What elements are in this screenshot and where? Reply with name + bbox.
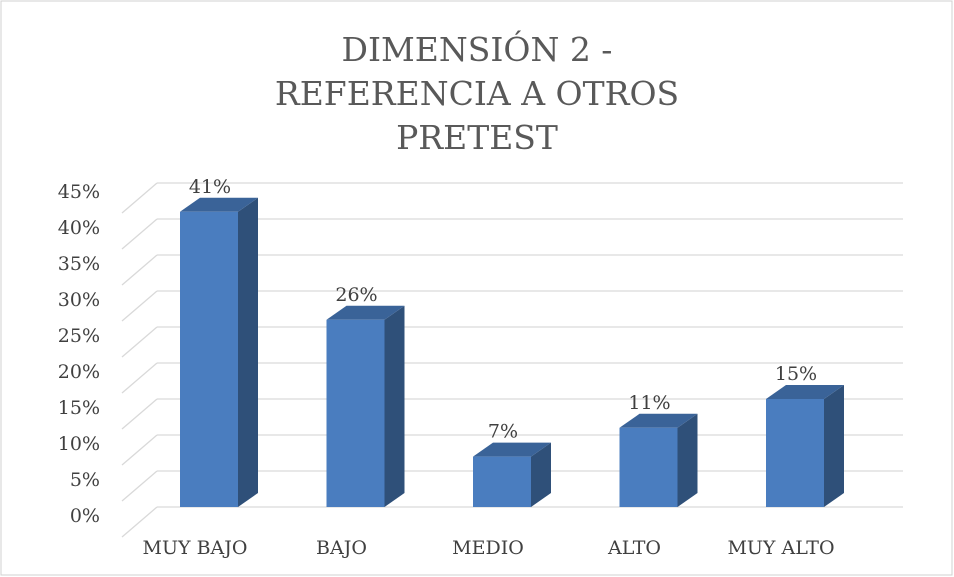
value-label: 15% xyxy=(775,363,817,385)
grid-line-side xyxy=(121,326,158,358)
chart-title: DIMENSIÓN 2 - REFERENCIA A OTROS PRETEST xyxy=(274,30,680,157)
x-tick-label: ALTO xyxy=(607,537,661,559)
value-label: 26% xyxy=(335,284,377,306)
bar-side xyxy=(531,442,551,507)
y-tick-label: 40% xyxy=(58,217,100,239)
bar xyxy=(180,197,258,508)
bar-front xyxy=(619,427,678,507)
grid-line-side xyxy=(121,398,158,430)
bar-top xyxy=(619,413,698,428)
bar xyxy=(326,305,405,507)
bar-side xyxy=(824,385,844,507)
bar xyxy=(473,442,551,507)
y-tick-label: 30% xyxy=(58,289,100,311)
bar-top xyxy=(473,442,551,457)
y-tick-label: 10% xyxy=(58,433,100,455)
y-tick-label: 35% xyxy=(58,253,100,275)
x-tick-label: MUY BAJO xyxy=(143,537,248,559)
x-tick-label: MEDIO xyxy=(452,537,524,559)
y-tick-label: 45% xyxy=(58,181,100,203)
bar-top xyxy=(326,305,405,320)
value-label: 7% xyxy=(488,421,518,443)
x-tick-label: MUY ALTO xyxy=(727,537,834,559)
bar-side xyxy=(677,413,698,507)
grid-line-side xyxy=(121,254,158,286)
x-tick-label: BAJO xyxy=(316,537,367,559)
grid-line-side xyxy=(121,470,158,502)
bar-side xyxy=(384,305,405,507)
bar-side xyxy=(238,197,258,508)
bar-front xyxy=(326,319,385,507)
grid-line-side xyxy=(121,218,158,250)
bar xyxy=(619,413,698,507)
bar xyxy=(766,385,844,507)
grid-line-side xyxy=(121,434,158,466)
bar-front xyxy=(766,399,824,507)
grid-line-side xyxy=(121,182,158,214)
y-tick-label: 5% xyxy=(70,469,100,491)
y-tick-label: 20% xyxy=(58,361,100,383)
y-tick-label: 0% xyxy=(70,505,100,527)
grid-line-side xyxy=(121,290,158,322)
value-label: 11% xyxy=(628,392,670,414)
bar-front xyxy=(180,211,238,508)
grid-line-side xyxy=(121,506,158,538)
value-label: 41% xyxy=(189,176,231,198)
y-tick-label: 25% xyxy=(58,325,100,347)
bar-front xyxy=(473,456,531,507)
y-tick-label: 15% xyxy=(58,397,100,419)
bar-top xyxy=(180,197,258,212)
bar-top xyxy=(766,385,844,399)
grid-line-side xyxy=(121,362,158,394)
